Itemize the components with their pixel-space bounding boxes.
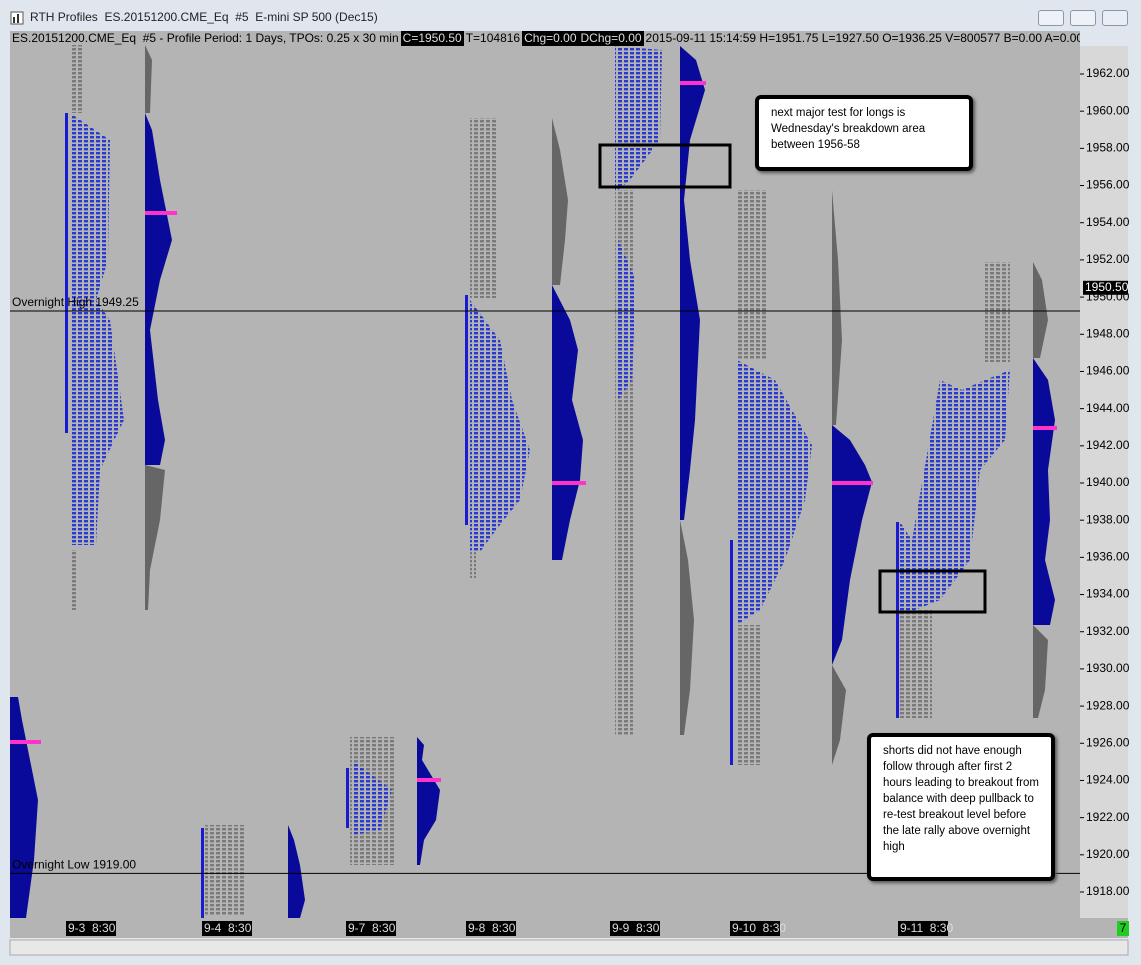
status-box: [1117, 921, 1129, 936]
level-label: Overnight Low 1919.00: [12, 858, 136, 872]
date-box: [730, 921, 780, 936]
price-label: 1956.00: [1086, 178, 1130, 192]
date-label: 9-11 8:30: [900, 921, 953, 935]
date-label: 9-3 8:30: [68, 921, 116, 935]
highlight-box: [598, 143, 732, 189]
price-label: 1958.00: [1086, 141, 1130, 155]
window-title: RTH Profiles ES.20151200.CME_Eq #5 E-min…: [30, 10, 378, 24]
minimize-button[interactable]: [1038, 10, 1064, 26]
annotation: next major test for longs is Wednesday's…: [755, 95, 973, 171]
change: Chg=0.00: [522, 31, 579, 46]
price-label: 1960.00: [1086, 103, 1130, 117]
price-label: 1938.00: [1086, 512, 1130, 526]
symbol-info: ES.20151200.CME_Eq #5 - Profile Period: …: [12, 31, 399, 45]
price-label: 1944.00: [1086, 401, 1130, 415]
price-label: 1932.00: [1086, 624, 1130, 638]
tick-count: T=104816: [465, 31, 521, 45]
price-label: 1936.00: [1086, 550, 1130, 564]
close-button[interactable]: [1102, 10, 1128, 26]
close-value: C=1950.50: [400, 31, 464, 46]
date-box: [466, 921, 516, 936]
scrollbar[interactable]: [9, 939, 1129, 956]
date-box: [898, 921, 948, 936]
level-label: Overnight High 1949.25: [12, 295, 139, 309]
date-axis: [10, 918, 1128, 938]
price-label: 1930.00: [1086, 661, 1130, 675]
maximize-button[interactable]: [1070, 10, 1096, 26]
price-label: 1934.00: [1086, 587, 1130, 601]
price-label: 1954.00: [1086, 215, 1130, 229]
current-price-box: [1083, 280, 1128, 295]
current-price: 1950.50: [1085, 280, 1129, 294]
date-box: [346, 921, 396, 936]
date-box: [610, 921, 660, 936]
daily-change: DChg=0.00: [578, 31, 644, 46]
date-box: [202, 921, 252, 936]
price-label: 1940.00: [1086, 475, 1130, 489]
price-label: 1948.00: [1086, 326, 1130, 340]
date-box: [66, 921, 116, 936]
price-label: 1920.00: [1086, 847, 1130, 861]
price-label: 1942.00: [1086, 438, 1130, 452]
price-label: 1918.00: [1086, 884, 1130, 898]
stats: 2015-09-11 15:14:59 H=1951.75 L=1927.50 …: [645, 31, 1080, 45]
price-label: 1928.00: [1086, 698, 1130, 712]
price-label: 1922.00: [1086, 810, 1130, 824]
annotation: shorts did not have enough follow throug…: [867, 733, 1055, 881]
date-label: 9-8 8:30: [468, 921, 516, 935]
date-label: 9-4 8:30: [204, 921, 252, 935]
price-axis: [1080, 46, 1128, 918]
highlight-box: [878, 569, 987, 614]
header: ES.20151200.CME_Eq #5 - Profile Period: …: [10, 31, 1080, 46]
price-label: 1946.00: [1086, 364, 1130, 378]
price-label: 1926.00: [1086, 735, 1130, 749]
date-label: 9-9 8:30: [612, 921, 660, 935]
price-label: 1924.00: [1086, 773, 1130, 787]
price-label: 1950.00: [1086, 289, 1130, 303]
date-label: 9-7 8:30: [348, 921, 396, 935]
status: 7: [1120, 921, 1127, 935]
app-icon: [10, 11, 24, 25]
date-label: 9-10 8:30: [732, 921, 786, 935]
price-label: 1962.00: [1086, 66, 1130, 80]
price-label: 1952.00: [1086, 252, 1130, 266]
